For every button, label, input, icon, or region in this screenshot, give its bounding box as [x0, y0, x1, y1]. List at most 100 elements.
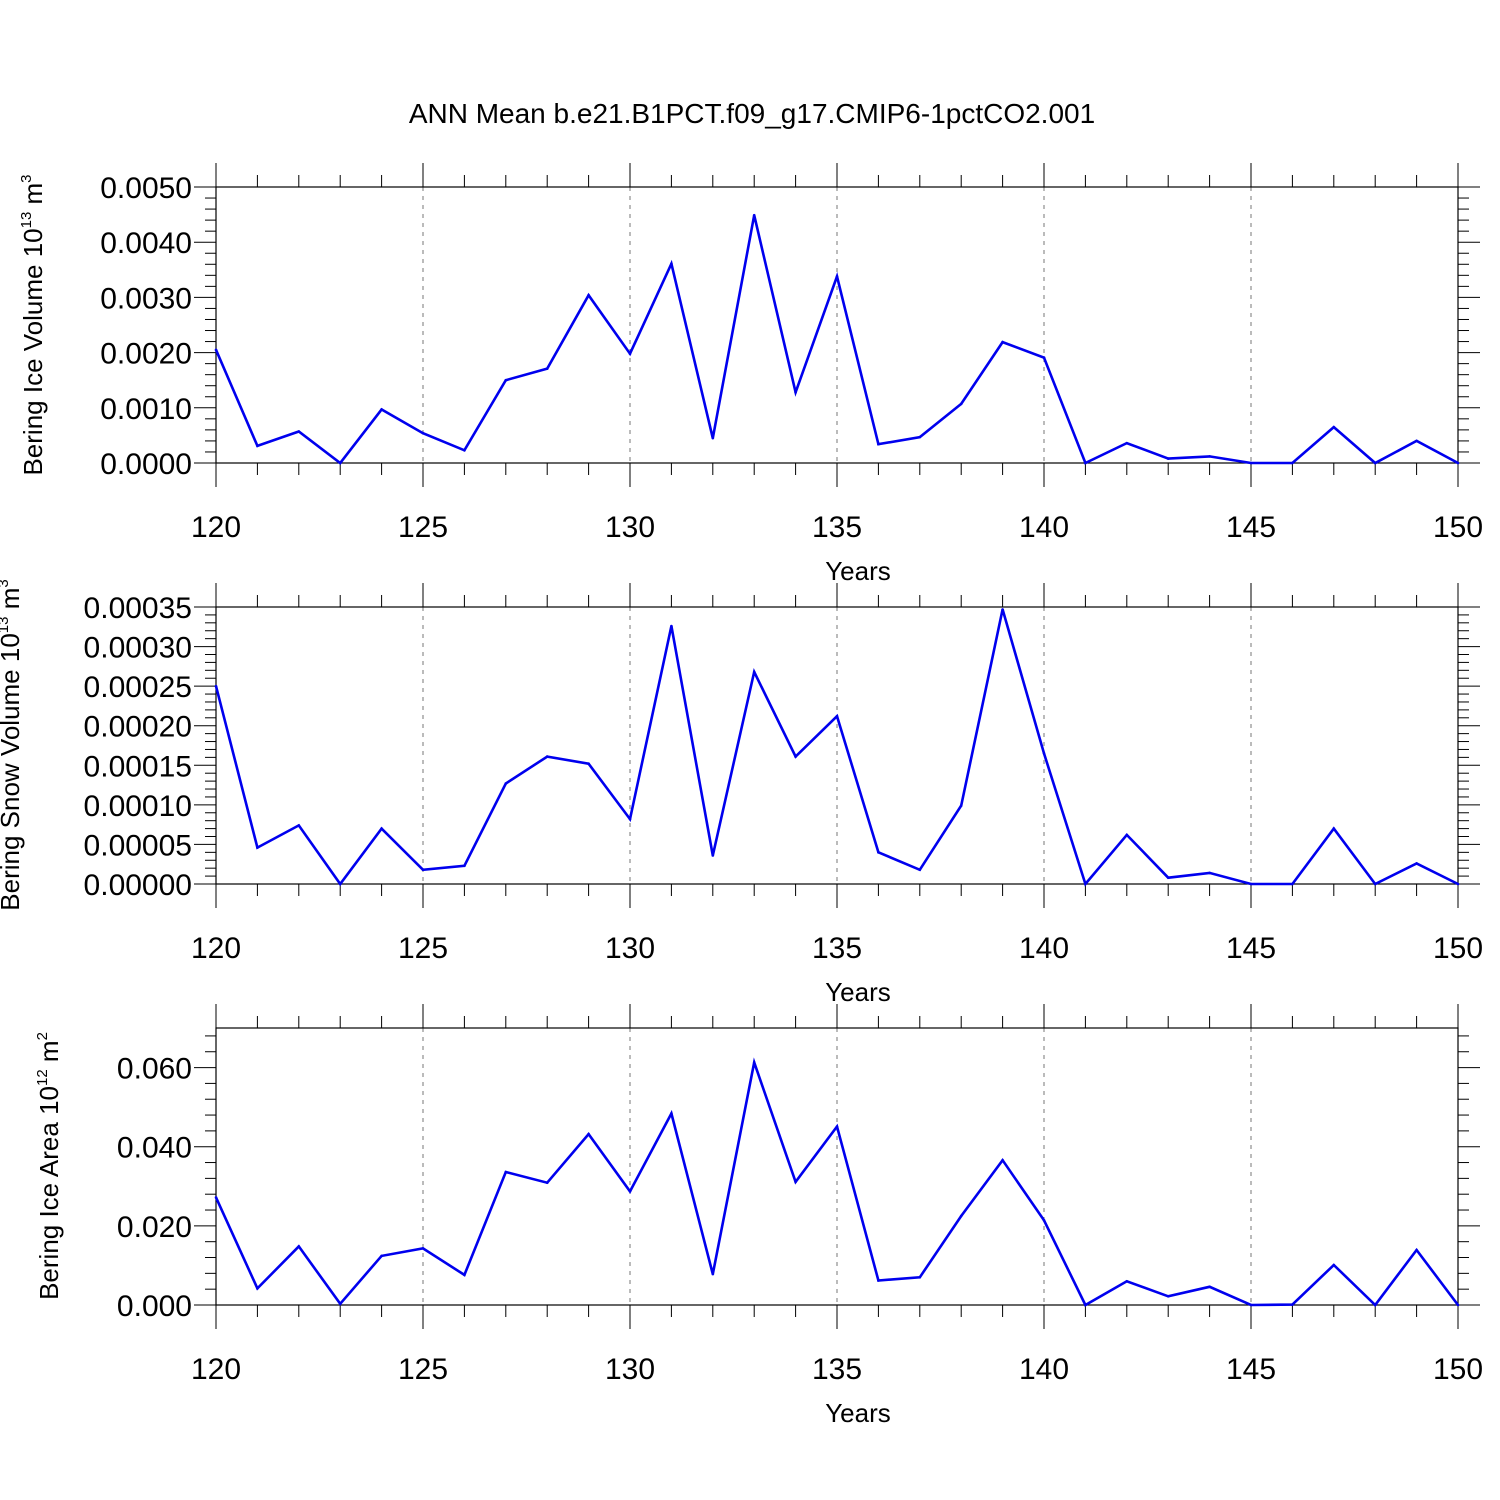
x-tick-label: 135 [812, 1353, 862, 1386]
x-tick-label: 145 [1226, 1353, 1276, 1386]
data-point [1208, 1285, 1211, 1289]
data-point [380, 1254, 383, 1258]
x-tick-label: 150 [1433, 932, 1483, 965]
y-axis-label-base: Bering Ice Area 10 [34, 1086, 64, 1300]
data-point [918, 868, 922, 872]
data-point [421, 868, 425, 872]
y-tick-label: 0.0020 [100, 338, 192, 371]
data-point [214, 348, 218, 352]
data-point [545, 1181, 549, 1185]
data-point [1042, 1219, 1046, 1222]
x-tick-label: 145 [1226, 511, 1276, 544]
x-tick-label: 120 [191, 932, 241, 965]
data-point [1208, 871, 1211, 875]
data-point [959, 804, 963, 807]
y-axis-label-base: Bering Snow Volume 10 [0, 633, 25, 911]
data-point [338, 1302, 342, 1306]
data-point [1415, 862, 1418, 865]
data-point [338, 882, 342, 886]
data-point [1166, 1294, 1170, 1298]
data-point [959, 1214, 963, 1218]
y-axis-label-unit: m [18, 183, 48, 212]
data-point [794, 755, 797, 758]
y-axis-label-unit: m [0, 588, 25, 617]
x-tick-label: 140 [1019, 1353, 1069, 1386]
data-point [297, 1245, 301, 1248]
data-point [670, 624, 673, 628]
data-point [1373, 882, 1377, 886]
data-point [1084, 1303, 1087, 1307]
data-point [877, 442, 880, 446]
data-point [504, 1170, 508, 1174]
data-point [1415, 1248, 1418, 1252]
panel-1: 120 125 130 135 140 145 150 Years 0.0000 0.0010 0.… [18, 163, 1483, 586]
x-tick-label: 135 [812, 511, 862, 544]
y-tick-label: 0.0030 [100, 282, 192, 315]
data-point [1456, 461, 1460, 465]
data-point [752, 670, 756, 674]
data-point [1125, 441, 1129, 445]
data-point [711, 854, 715, 857]
data-point [877, 851, 880, 854]
data-point [628, 352, 632, 356]
y-axis-label-exponent: 13 [0, 617, 12, 634]
data-point [1249, 882, 1253, 886]
x-tick-label: 130 [605, 1353, 655, 1386]
data-point [918, 1276, 922, 1279]
data-point [1332, 425, 1336, 429]
x-tick-label: 120 [191, 1353, 241, 1386]
data-point [463, 1273, 466, 1277]
y-tick-label: 0.00005 [84, 829, 192, 862]
x-tick-label: 130 [605, 511, 655, 544]
data-point [587, 293, 590, 297]
data-point [545, 755, 549, 758]
data-point [1084, 882, 1087, 886]
data-point [338, 461, 342, 465]
data-point [1166, 876, 1170, 879]
data-point [380, 408, 383, 411]
data-point [1001, 340, 1004, 344]
y-axis-label: Bering Ice Area 1012 m2 [34, 1032, 64, 1300]
data-point [794, 1180, 797, 1184]
x-axis-label: Years [825, 556, 891, 586]
data-point [670, 262, 673, 266]
data-point [1415, 439, 1418, 443]
y-tick-label: 0.0000 [100, 448, 192, 481]
x-tick-label: 130 [605, 932, 655, 965]
data-point [918, 435, 922, 439]
data-point [463, 449, 466, 452]
data-point [835, 1125, 839, 1128]
y-axis-label-exponent: 12 [34, 1069, 51, 1086]
y-axis-label-exponent: 13 [18, 212, 35, 229]
x-axis-label: Years [825, 1398, 891, 1428]
y-axis-label: Bering Snow Volume 1013 m3 [0, 579, 25, 910]
data-point [256, 444, 259, 448]
data-point [1249, 461, 1253, 465]
x-tick-label: 140 [1019, 932, 1069, 965]
data-point [711, 1272, 715, 1276]
y-tick-label: 0.00000 [84, 869, 192, 902]
x-tick-label: 150 [1433, 511, 1483, 544]
y-tick-label: 0.00020 [84, 711, 192, 744]
data-point [794, 391, 797, 394]
y-tick-label: 0.00015 [84, 750, 192, 783]
data-point [256, 846, 259, 849]
x-tick-label: 125 [398, 511, 448, 544]
data-point [297, 430, 301, 433]
data-point [1042, 752, 1046, 755]
y-axis-label-unit_exponent: 3 [18, 174, 35, 182]
data-point [380, 827, 383, 830]
data-point [1166, 457, 1170, 460]
data-point [1208, 455, 1211, 458]
x-tick-label: 120 [191, 511, 241, 544]
data-point [1373, 1303, 1377, 1307]
data-point [1373, 461, 1377, 465]
x-tick-label: 135 [812, 932, 862, 965]
data-point [463, 864, 466, 868]
data-point [214, 1196, 218, 1199]
y-tick-label: 0.0050 [100, 172, 192, 205]
data-point [297, 824, 301, 827]
data-point [670, 1112, 673, 1115]
figure-title: ANN Mean b.e21.B1PCT.f09_g17.CMIP6-1pctC… [409, 98, 1095, 129]
y-tick-label: 0.060 [117, 1053, 192, 1086]
